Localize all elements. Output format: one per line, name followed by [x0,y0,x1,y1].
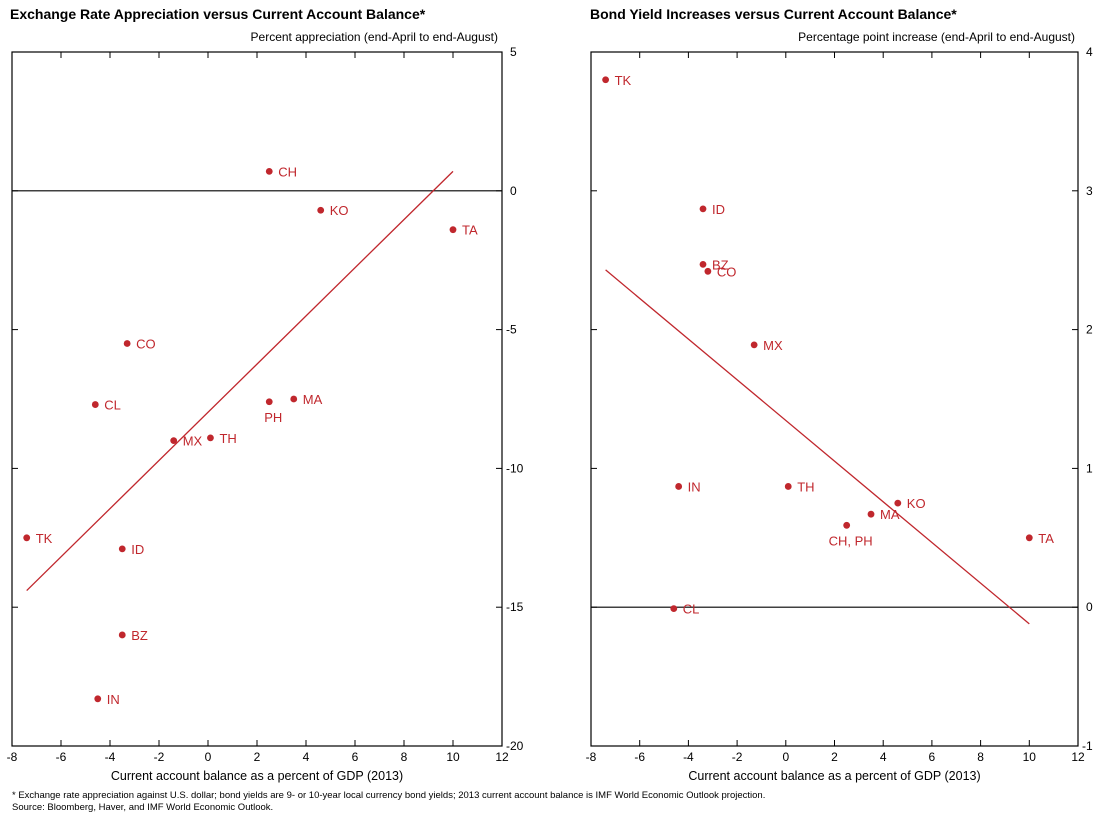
y-tick-label: -15 [506,600,524,614]
y-tick-label: -10 [506,461,524,475]
data-point [265,398,273,406]
data-point [894,499,902,507]
x-tick-label: -6 [56,750,67,764]
left-chart-title: Exchange Rate Appreciation versus Curren… [10,6,426,22]
data-point-label: CO [717,264,737,279]
x-tick-label: -4 [105,750,116,764]
data-point-label: IN [688,479,701,494]
data-point-label: TK [615,73,632,88]
data-point-label: KO [330,203,349,218]
data-point-label: TH [219,431,236,446]
y-tick-label: 1 [1086,461,1093,475]
data-point-label: TA [462,223,478,238]
data-point-label: CO [136,336,156,351]
y-tick-label: -5 [506,323,517,337]
data-point-label: ID [712,202,725,217]
x-tick-label: -2 [154,750,165,764]
footnote: * Exchange rate appreciation against U.S… [12,790,766,801]
data-point [675,483,683,490]
y-tick-label: 5 [510,45,517,59]
y-tick-label: 3 [1086,184,1093,198]
data-point [602,76,610,84]
data-point [265,167,273,175]
data-point-label: BZ [131,628,148,643]
x-tick-label: 8 [401,750,408,764]
x-tick-label: -4 [683,750,694,764]
x-tick-label: 2 [831,750,838,764]
data-point-label: CH [278,164,297,179]
x-tick-label: 0 [205,750,212,764]
data-point [118,545,126,553]
data-point [123,340,131,347]
data-point [750,341,758,349]
data-point-label: KO [907,496,926,511]
data-point-label: CL [104,398,121,413]
y-tick-label: -1 [1082,739,1093,753]
x-tick-label: 6 [352,750,359,764]
data-point-label: MX [763,338,783,353]
x-tick-label: 2 [254,750,261,764]
y-tick-label: 2 [1086,323,1093,337]
data-point [91,401,99,408]
plot-frame [590,51,1079,747]
x-tick-label: 10 [1023,750,1037,764]
data-point [23,534,31,542]
x-tick-label: -8 [586,750,597,764]
x-tick-label: -8 [7,750,18,764]
data-point [317,206,325,214]
data-point [843,521,851,529]
data-point-label: CL [683,602,700,617]
data-point-label: PH [264,410,282,425]
data-point [704,267,712,275]
y-tick-label: -20 [506,739,524,753]
trend-line [605,269,1030,625]
data-point-label: BZ [712,257,729,272]
data-point [670,605,678,612]
trend-line [26,170,454,592]
data-point-label: IN [107,692,120,707]
data-point-label: MA [303,392,323,407]
data-point [699,205,707,213]
x-axis-label: Current account balance as a percent of … [111,769,403,783]
data-point [170,437,178,445]
data-point [784,483,792,490]
x-tick-label: -6 [634,750,645,764]
y-tick-label: 4 [1086,45,1093,59]
plot-frame [11,51,503,747]
x-tick-label: 4 [303,750,310,764]
x-tick-label: 8 [977,750,984,764]
x-tick-label: 0 [782,750,789,764]
data-point [1025,534,1033,542]
data-point-label: CH, PH [829,533,873,548]
x-tick-label: 10 [446,750,460,764]
data-point [449,226,457,234]
x-tick-label: 12 [1071,750,1085,764]
y-tick-label: 0 [510,184,517,198]
data-point-label: ID [131,542,144,557]
data-point-label: TK [36,531,53,546]
right-chart-title: Bond Yield Increases versus Current Acco… [590,6,957,22]
data-point [207,434,214,442]
data-point-label: MA [880,507,900,522]
data-point-label: MX [183,434,203,449]
x-tick-label: 12 [495,750,509,764]
data-point [290,395,298,403]
data-point [699,260,707,268]
left-chart-subtitle: Percent appreciation (end-April to end-A… [250,30,498,44]
x-tick-label: 6 [929,750,936,764]
right-chart-subtitle: Percentage point increase (end-April to … [798,30,1075,44]
data-point [118,631,126,639]
x-tick-label: 4 [880,750,887,764]
data-point [94,695,102,703]
y-tick-label: 0 [1086,600,1093,614]
data-point [867,510,875,518]
data-point-label: TA [1038,531,1054,546]
data-point-label: TH [797,479,814,494]
x-axis-label: Current account balance as a percent of … [688,769,980,783]
x-tick-label: -2 [732,750,743,764]
source-note: Source: Bloomberg, Haver, and IMF World … [12,802,274,813]
